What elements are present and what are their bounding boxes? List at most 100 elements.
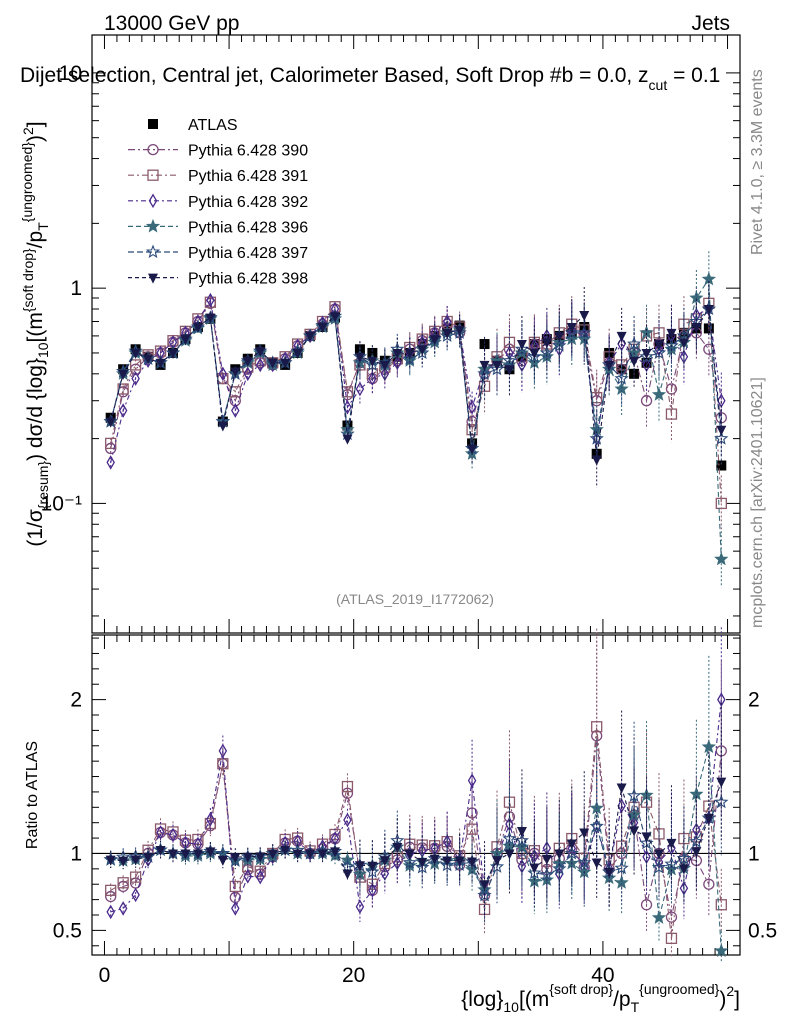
ratio-series-line xyxy=(110,735,722,918)
series-6 xyxy=(105,280,727,488)
ratio-point xyxy=(231,901,240,916)
ratio-point xyxy=(180,849,191,860)
ratio-point xyxy=(591,721,603,733)
category-label: Jets xyxy=(691,12,730,35)
ratio-point xyxy=(701,739,717,754)
main-panel: 10⁻¹ 1 10 xyxy=(41,34,741,955)
data-point xyxy=(342,434,353,445)
data-point xyxy=(716,460,727,471)
data-point xyxy=(504,365,515,376)
ratio-point xyxy=(665,911,678,923)
energy-label: 13000 GeV pp xyxy=(104,12,239,35)
data-point xyxy=(354,352,365,363)
data-point xyxy=(651,387,667,401)
data-point xyxy=(402,351,417,365)
ratio-point xyxy=(379,856,390,867)
data-point xyxy=(429,335,440,346)
ratio-point xyxy=(368,883,377,898)
data-point xyxy=(255,357,265,373)
ratio-point xyxy=(429,854,440,865)
data-point xyxy=(404,348,415,359)
data-point xyxy=(715,497,727,510)
data-point xyxy=(205,313,216,324)
ratio-point xyxy=(354,861,365,872)
ratio-point xyxy=(666,838,677,849)
data-point xyxy=(654,340,664,351)
data-point xyxy=(579,311,590,322)
ratio-point xyxy=(392,843,403,854)
legend-label: Pythia 6.428 397 xyxy=(188,245,308,262)
data-point xyxy=(665,383,678,395)
data-point xyxy=(691,322,702,333)
ratio-point xyxy=(242,852,253,863)
ratio-point xyxy=(516,827,527,838)
ratio-point xyxy=(552,861,567,875)
legend-label: Pythia 6.428 392 xyxy=(188,194,308,211)
ratio-point xyxy=(143,852,154,863)
data-point xyxy=(242,356,253,367)
data-point xyxy=(703,305,714,316)
ratio-point xyxy=(467,773,477,788)
ratio-point xyxy=(679,880,689,896)
ratio-frame xyxy=(91,634,741,956)
ratio-point xyxy=(415,859,430,874)
ratio-series-6 xyxy=(105,702,727,917)
data-point xyxy=(231,403,240,418)
main-y-tick-label: 10⁻¹ xyxy=(41,492,82,515)
legend-label: Pythia 6.428 391 xyxy=(188,168,308,185)
ratio-point xyxy=(541,854,552,865)
ratio-point xyxy=(255,852,266,863)
ratio-point xyxy=(342,869,353,880)
ratio-point xyxy=(579,828,590,839)
data-point xyxy=(502,353,517,367)
ratio-point xyxy=(105,855,116,866)
ratio-y-tick-label: 2 xyxy=(70,689,82,712)
data-point xyxy=(566,322,577,333)
data-point xyxy=(541,338,552,349)
ratio-point xyxy=(651,859,667,874)
ratio-point xyxy=(330,847,340,858)
plot-title: Dijet selection, Central jet, Calorimete… xyxy=(20,64,720,93)
ratio-point xyxy=(629,826,640,837)
rivet-watermark: Rivet 4.1.0, ≥ 3.3M events xyxy=(749,69,766,255)
legend-entry: Pythia 6.428 390 xyxy=(128,143,308,160)
legend-marker xyxy=(147,169,159,181)
ratio-point xyxy=(479,880,490,891)
ratio-point xyxy=(654,849,664,860)
legend-label: Pythia 6.428 398 xyxy=(188,271,308,288)
ratio-point xyxy=(454,856,465,867)
data-point xyxy=(467,399,477,415)
data-point xyxy=(255,347,266,358)
series-4 xyxy=(103,251,729,588)
ratio-point xyxy=(614,875,629,889)
ratio-y-tick-label: 1 xyxy=(70,842,82,865)
ratio-point xyxy=(404,849,415,860)
ratio-y-tick-label: 0.5 xyxy=(53,919,82,942)
data-point xyxy=(640,395,653,407)
data-point xyxy=(367,347,378,358)
data-point xyxy=(379,360,390,371)
data-point xyxy=(143,354,154,365)
ratio-point xyxy=(393,855,402,871)
data-point xyxy=(355,381,365,397)
ratio-point xyxy=(467,857,478,868)
data-point xyxy=(230,367,241,378)
analysis-id: (ATLAS_2019_I1772062) xyxy=(336,591,494,607)
data-point xyxy=(642,357,651,373)
ratio-point xyxy=(616,783,627,794)
data-point xyxy=(614,371,629,385)
ratio-point xyxy=(566,839,577,850)
ratio-point xyxy=(492,856,502,867)
data-point xyxy=(365,357,380,372)
data-point xyxy=(367,356,378,367)
data-point xyxy=(489,361,505,376)
data-point xyxy=(604,360,615,371)
data-point xyxy=(616,331,627,342)
data-point xyxy=(664,338,679,352)
ratio-series-3 xyxy=(106,627,726,923)
data-point xyxy=(218,366,228,382)
data-point xyxy=(527,349,542,363)
ratio-point xyxy=(703,878,715,890)
ratio-point xyxy=(529,863,540,874)
legend-entry: Pythia 6.428 391 xyxy=(128,168,308,185)
